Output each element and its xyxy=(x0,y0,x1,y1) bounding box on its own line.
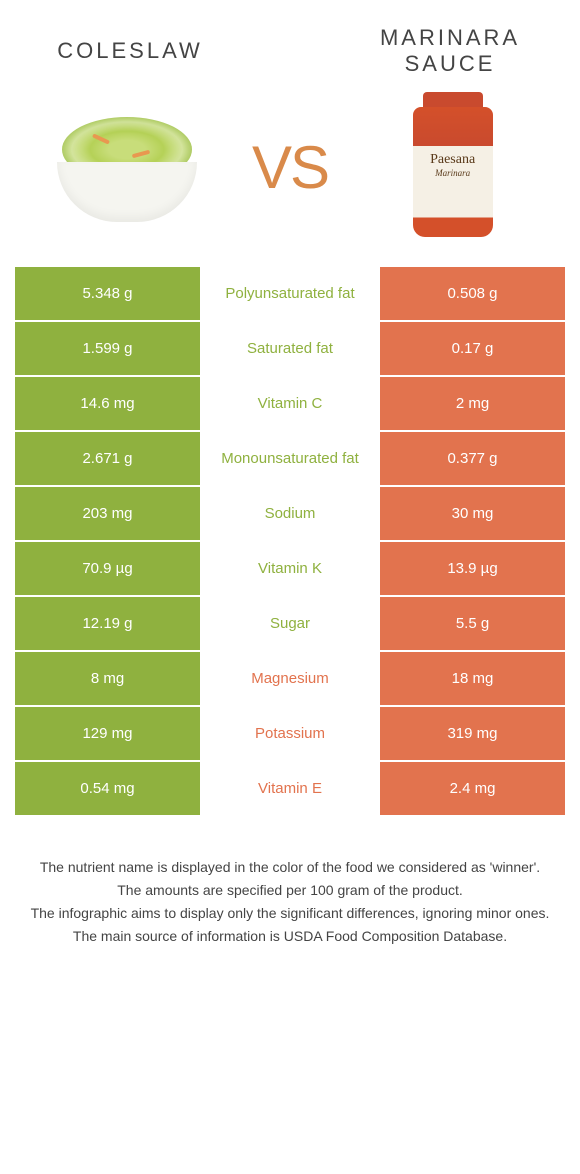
left-value-cell: 129 mg xyxy=(15,707,200,760)
footer-line: The amounts are specified per 100 gram o… xyxy=(30,880,550,901)
table-row: 14.6 mgVitamin C2 mg xyxy=(15,377,565,430)
table-row: 129 mgPotassium319 mg xyxy=(15,707,565,760)
table-row: 8 mgMagnesium18 mg xyxy=(15,652,565,705)
table-row: 12.19 gSugar5.5 g xyxy=(15,597,565,650)
header: COLESLAW MARINARA SAUCE xyxy=(0,0,580,87)
nutrient-label-cell: Potassium xyxy=(200,707,380,760)
nutrition-table: 5.348 gPolyunsaturated fat0.508 g1.599 g… xyxy=(15,267,565,815)
vs-label: VS xyxy=(252,133,328,202)
footer-notes: The nutrient name is displayed in the co… xyxy=(0,817,580,947)
right-value-cell: 30 mg xyxy=(380,487,565,540)
jar-variety: Marinara xyxy=(418,168,488,178)
left-value-cell: 8 mg xyxy=(15,652,200,705)
nutrient-label-cell: Vitamin E xyxy=(200,762,380,815)
nutrient-label-cell: Monounsaturated fat xyxy=(200,432,380,485)
nutrient-label-cell: Saturated fat xyxy=(200,322,380,375)
left-food-title: COLESLAW xyxy=(30,38,230,64)
nutrient-label-cell: Sugar xyxy=(200,597,380,650)
table-row: 0.54 mgVitamin E2.4 mg xyxy=(15,762,565,815)
right-value-cell: 2 mg xyxy=(380,377,565,430)
right-value-cell: 5.5 g xyxy=(380,597,565,650)
nutrient-label-cell: Vitamin C xyxy=(200,377,380,430)
table-row: 70.9 µgVitamin K13.9 µg xyxy=(15,542,565,595)
left-value-cell: 203 mg xyxy=(15,487,200,540)
table-row: 2.671 gMonounsaturated fat0.377 g xyxy=(15,432,565,485)
marinara-image: Paesana Marinara xyxy=(363,97,543,237)
right-value-cell: 319 mg xyxy=(380,707,565,760)
coleslaw-image xyxy=(37,97,217,237)
left-value-cell: 14.6 mg xyxy=(15,377,200,430)
table-row: 1.599 gSaturated fat0.17 g xyxy=(15,322,565,375)
nutrient-label-cell: Vitamin K xyxy=(200,542,380,595)
nutrient-label-cell: Sodium xyxy=(200,487,380,540)
nutrient-label-cell: Magnesium xyxy=(200,652,380,705)
left-value-cell: 2.671 g xyxy=(15,432,200,485)
table-row: 203 mgSodium30 mg xyxy=(15,487,565,540)
nutrient-label-cell: Polyunsaturated fat xyxy=(200,267,380,320)
footer-line: The main source of information is USDA F… xyxy=(30,926,550,947)
right-value-cell: 2.4 mg xyxy=(380,762,565,815)
right-food-title: MARINARA SAUCE xyxy=(350,25,550,77)
left-value-cell: 70.9 µg xyxy=(15,542,200,595)
table-row: 5.348 gPolyunsaturated fat0.508 g xyxy=(15,267,565,320)
left-value-cell: 12.19 g xyxy=(15,597,200,650)
right-value-cell: 18 mg xyxy=(380,652,565,705)
left-value-cell: 5.348 g xyxy=(15,267,200,320)
right-value-cell: 0.377 g xyxy=(380,432,565,485)
left-value-cell: 1.599 g xyxy=(15,322,200,375)
images-row: VS Paesana Marinara xyxy=(0,87,580,257)
right-value-cell: 0.17 g xyxy=(380,322,565,375)
left-value-cell: 0.54 mg xyxy=(15,762,200,815)
right-value-cell: 0.508 g xyxy=(380,267,565,320)
footer-line: The nutrient name is displayed in the co… xyxy=(30,857,550,878)
right-value-cell: 13.9 µg xyxy=(380,542,565,595)
jar-brand: Paesana xyxy=(418,152,488,168)
footer-line: The infographic aims to display only the… xyxy=(30,903,550,924)
